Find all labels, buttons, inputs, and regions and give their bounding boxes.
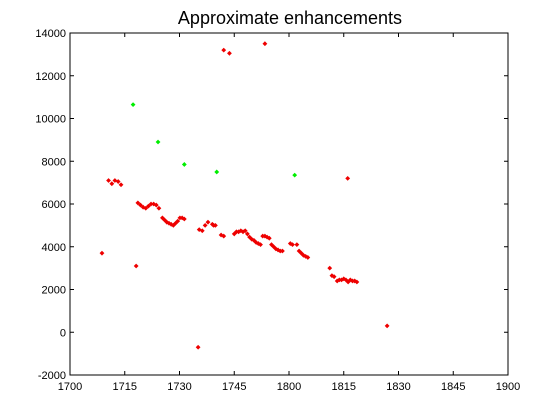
x-tick-label: 1900 bbox=[496, 381, 520, 393]
green-data-point bbox=[155, 139, 161, 145]
red-data-point bbox=[106, 178, 111, 183]
x-tick-label: 1730 bbox=[167, 381, 191, 393]
red-data-point bbox=[305, 255, 311, 260]
red-data-point bbox=[290, 242, 295, 248]
red-data-point bbox=[164, 219, 170, 225]
data-points bbox=[99, 41, 390, 350]
red-data-point bbox=[327, 265, 333, 271]
red-data-point bbox=[173, 220, 178, 226]
red-data-point bbox=[115, 179, 121, 184]
red-data-point bbox=[341, 276, 347, 282]
red-data-point bbox=[262, 41, 268, 47]
green-data-point bbox=[292, 172, 298, 178]
x-tick-label: 1715 bbox=[113, 381, 137, 393]
x-tick-label: 1845 bbox=[441, 381, 465, 393]
red-data-point bbox=[273, 246, 279, 252]
green-data-point bbox=[214, 169, 220, 175]
red-data-point bbox=[236, 229, 242, 235]
red-data-point bbox=[153, 202, 159, 208]
x-tick-label: 1745 bbox=[222, 381, 246, 393]
red-data-point bbox=[227, 50, 232, 56]
red-data-point bbox=[280, 248, 285, 254]
red-data-point bbox=[135, 200, 141, 206]
x-axis-tick-labels: 1700 1715 1730 1745 1800 1815 1830 1845 1900 bbox=[58, 381, 520, 393]
red-data-point bbox=[384, 323, 390, 329]
red-data-point bbox=[112, 178, 118, 183]
y-tick-label: 12000 bbox=[35, 71, 66, 83]
y-tick-label: 2000 bbox=[42, 285, 66, 297]
red-data-point bbox=[175, 218, 181, 224]
red-data-point bbox=[221, 233, 227, 239]
x-tick-label: 1700 bbox=[58, 381, 82, 393]
red-data-point bbox=[133, 263, 139, 269]
y-tick-label: 4000 bbox=[42, 242, 66, 254]
y-tick-label: 6000 bbox=[42, 199, 66, 211]
chart-title: Approximate enhancements bbox=[178, 8, 402, 28]
red-data-point bbox=[196, 227, 202, 233]
red-data-point bbox=[211, 222, 217, 228]
red-data-point bbox=[334, 278, 340, 284]
red-data-point bbox=[244, 231, 250, 237]
y-axis-tick-labels: -2000 0 2000 4000 6000 8000 10000 12000 14000 bbox=[35, 28, 66, 382]
red-data-point bbox=[242, 228, 248, 234]
red-data-point bbox=[148, 201, 154, 207]
green-data-point bbox=[130, 102, 136, 108]
red-data-point bbox=[195, 344, 201, 350]
red-data-point bbox=[146, 203, 151, 209]
red-data-point bbox=[181, 216, 187, 222]
red-data-point bbox=[202, 222, 208, 228]
red-data-point bbox=[258, 242, 263, 248]
y-tick-label: 0 bbox=[60, 327, 66, 339]
axis-ticks bbox=[69, 32, 509, 376]
red-data-point bbox=[240, 229, 246, 235]
y-tick-label: -2000 bbox=[38, 370, 66, 382]
red-data-point bbox=[221, 47, 227, 53]
red-data-point bbox=[199, 228, 205, 234]
red-data-point bbox=[354, 279, 360, 285]
y-tick-label: 10000 bbox=[35, 114, 66, 126]
red-data-point bbox=[231, 231, 237, 237]
y-tick-label: 14000 bbox=[35, 28, 66, 40]
x-tick-label: 1800 bbox=[277, 381, 301, 393]
green-data-point bbox=[181, 162, 187, 167]
y-tick-label: 8000 bbox=[42, 156, 66, 168]
red-data-point bbox=[345, 175, 351, 181]
x-tick-label: 1815 bbox=[332, 381, 356, 393]
red-data-point bbox=[99, 250, 105, 256]
red-data-point bbox=[294, 242, 300, 248]
red-data-point bbox=[109, 181, 115, 187]
x-tick-label: 1830 bbox=[386, 381, 410, 393]
plot-area-frame bbox=[69, 32, 509, 376]
red-data-point bbox=[218, 232, 224, 238]
red-data-point bbox=[156, 205, 162, 211]
red-data-point bbox=[168, 221, 174, 227]
red-data-point bbox=[118, 182, 124, 188]
red-data-point bbox=[331, 274, 337, 280]
red-data-point bbox=[170, 222, 176, 228]
red-data-point bbox=[266, 235, 272, 241]
red-data-point bbox=[140, 204, 146, 210]
red-data-point bbox=[205, 219, 211, 225]
